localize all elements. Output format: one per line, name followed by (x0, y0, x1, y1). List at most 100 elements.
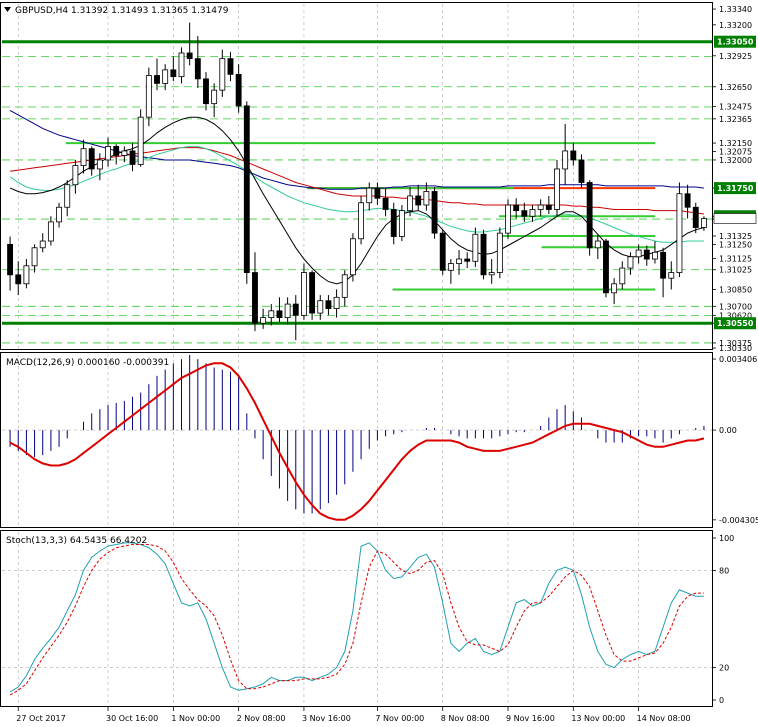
price-levels (2, 40, 712, 344)
candle-body (284, 303, 291, 318)
time-tick-label: 7 Nov 00:00 (375, 714, 424, 723)
candle-body (619, 267, 626, 285)
candle-body (464, 258, 471, 262)
candle-body (586, 182, 593, 249)
time-tick-label: 14 Nov 08:00 (637, 714, 691, 723)
candle-body (154, 75, 160, 84)
price-tick-label: 1.33340 (719, 5, 752, 14)
candles (7, 22, 707, 341)
candle-body (692, 206, 699, 228)
candle-body (15, 274, 22, 285)
candle-body (570, 150, 577, 161)
macd-panel (0, 352, 713, 528)
candle-body (652, 251, 658, 260)
price-tick-label: 1.32475 (719, 102, 752, 111)
price-tick-label: 1.31325 (719, 232, 752, 241)
candle-body (7, 244, 14, 276)
candle-body (170, 69, 177, 78)
stoch-tick-label: 0 (719, 696, 724, 705)
candle-body (235, 73, 242, 107)
price-tick-label: 1.31025 (719, 266, 752, 275)
candle-body (268, 310, 275, 318)
stoch-tick-label: 20 (719, 664, 729, 673)
candle-body (72, 165, 79, 186)
candle-body (358, 202, 365, 240)
time-axis: 27 Oct 2017 30 Oct 16:00 1 Nov 00:00 2 Nov … (16, 707, 691, 723)
price-tick-label: 1.32650 (719, 83, 752, 92)
candle-body (676, 193, 683, 273)
candle-body (529, 209, 536, 217)
candle-body (186, 52, 193, 60)
price-tick-label: 1.32000 (719, 156, 752, 165)
price-highlight-box (714, 182, 756, 195)
macd-signal-line (9, 362, 705, 521)
candle-body (521, 210, 528, 217)
candle-body (431, 191, 438, 234)
macd-title: MACD(12,26,9) 0.000160 -0.000391 (6, 358, 169, 368)
stoch-tick-label: 80 (719, 566, 729, 575)
candle-body (227, 58, 234, 75)
macd-tick-label: 0.003406 (719, 355, 757, 364)
price-axis: 1.33340 1.33200 1.32925 1.32650 1.32475 1.323… (712, 5, 757, 353)
candle-body (31, 247, 38, 267)
candle-body (480, 233, 487, 276)
candle-body (137, 116, 144, 165)
candle-body (603, 240, 609, 294)
price-highlight-label: 1.33050 (717, 38, 754, 47)
stoch-tick-label: 100 (719, 534, 734, 543)
candle-body (129, 150, 136, 165)
candle-body (684, 193, 691, 208)
time-tick-label: 3 Nov 16:00 (302, 714, 351, 723)
price-tick-label: 1.32925 (719, 52, 752, 61)
candle-body (80, 148, 87, 166)
candle-body (219, 58, 226, 91)
candle-body (447, 263, 454, 271)
price-tick-label: 1.31125 (719, 254, 752, 263)
time-tick-label: 9 Nov 16:00 (506, 714, 555, 723)
candle-body (39, 240, 46, 249)
candle-body (47, 221, 54, 242)
macd-indicator: 0.003406 0.00 -0.004305 (2, 355, 758, 525)
candle-body (472, 233, 479, 262)
candle-body (105, 146, 111, 161)
symbol-header: GBPUSD,H4 1.31392 1.31493 1.31365 1.3147… (4, 6, 229, 16)
candle-body (243, 105, 250, 273)
time-tick-label: 30 Oct 16:00 (106, 714, 158, 723)
candle-body (317, 300, 324, 314)
macd-tick-label: -0.004305 (719, 516, 758, 525)
candle-body (439, 232, 446, 271)
candle-body (562, 150, 569, 170)
candle-body (578, 159, 585, 183)
price-highlight-box (714, 317, 756, 330)
candle-body (415, 195, 422, 206)
candle-body (537, 204, 544, 210)
candle-body (700, 218, 707, 228)
candle-body (341, 274, 348, 298)
price-tick-label: 1.32365 (719, 115, 752, 124)
time-tick-label: 27 Oct 2017 (16, 714, 65, 723)
candle-body (456, 258, 462, 264)
dropdown-triangle-icon (4, 7, 11, 12)
candle-body (668, 272, 675, 279)
macd-tick-label: 0.00 (719, 426, 737, 435)
stoch-main-line (9, 542, 704, 693)
price-tick-label: 1.30375 (719, 339, 752, 348)
symbol-title: GBPUSD,H4 1.31392 1.31493 1.31365 1.3147… (15, 6, 229, 16)
candle-body (276, 310, 283, 318)
candle-body (488, 272, 495, 276)
candle-body (660, 251, 667, 279)
candle-body (554, 168, 560, 210)
price-tick-label: 1.30330 (719, 344, 752, 353)
candle-body (390, 209, 397, 237)
time-tick-label: 8 Nov 08:00 (441, 714, 490, 723)
candle-body (611, 283, 618, 294)
candle-body (374, 187, 381, 199)
candle-body (292, 303, 299, 316)
candle-body (325, 300, 332, 309)
candle-body (203, 78, 209, 105)
price-panel (0, 2, 713, 350)
candle-body (505, 204, 511, 234)
current-price-box (713, 213, 757, 224)
candle-body (56, 206, 62, 223)
